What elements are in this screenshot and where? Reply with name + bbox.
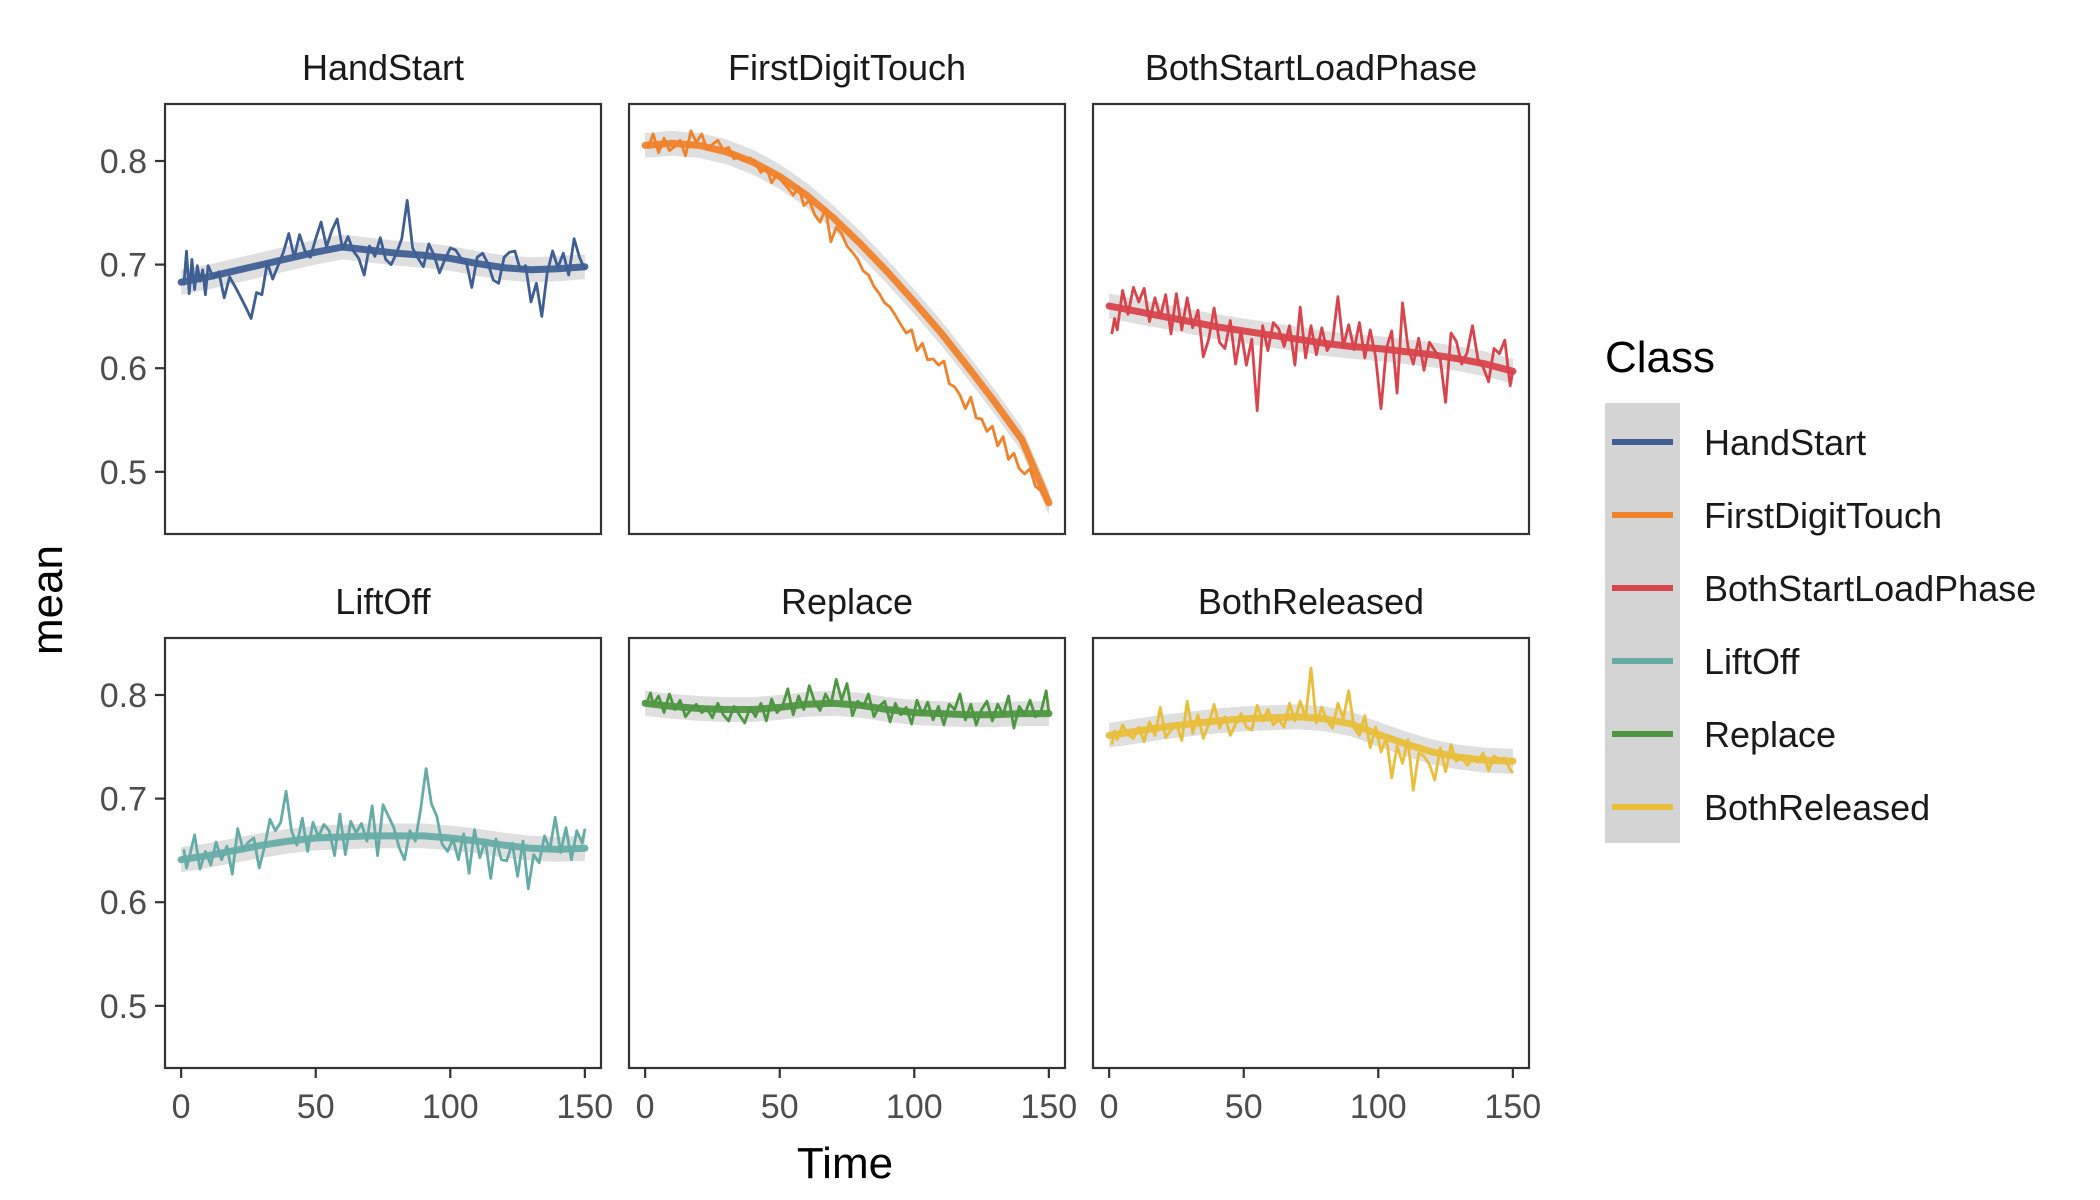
panel-border	[627, 636, 1067, 1070]
legend-label: HandStart	[1704, 422, 1866, 463]
panel-plot-area	[177, 767, 589, 891]
smooth-trend-line	[177, 832, 589, 864]
legend-item-both-start-load-phase: BothStartLoadPhase	[1612, 568, 2036, 609]
legend-items: HandStart FirstDigitTouch BothStartLoadPha…	[1612, 422, 2036, 828]
legend-key-background	[1605, 403, 1680, 843]
confidence-band	[181, 234, 585, 295]
legend-item-hand-start: HandStart	[1612, 422, 1866, 463]
series-line	[646, 129, 1050, 506]
smooth-trend-line	[641, 699, 1053, 719]
legend-label: BothStartLoadPhase	[1704, 568, 2036, 609]
legend-label: BothReleased	[1704, 787, 1930, 828]
x-tick-label: 0	[636, 1088, 655, 1126]
y-axis-title: mean	[23, 545, 72, 655]
x-tick-label: 0	[172, 1088, 191, 1126]
axes: 0.5 0.6 0.7 0.8 0.5 0.6 0.7 0.8 0 50 100 150 0 50 100 1…	[100, 143, 1541, 1126]
x-tick-label: 100	[1350, 1088, 1407, 1126]
facet-both-start-load-phase: BothStartLoadPhase	[1091, 47, 1531, 536]
series-line	[1110, 285, 1515, 413]
smooth-trend-line	[641, 139, 1053, 507]
panel-border	[627, 102, 1067, 536]
panel-plot-area	[1105, 285, 1517, 413]
y-tick-label: 0.5	[100, 454, 147, 492]
facet-title: LiftOff	[335, 581, 431, 622]
legend-title: Class	[1605, 333, 1715, 382]
y-tick-label: 0.5	[100, 988, 147, 1026]
facet-title: BothReleased	[1198, 581, 1424, 622]
y-tick-label: 0.8	[100, 143, 147, 181]
legend-item-lift-off: LiftOff	[1612, 641, 1800, 682]
facet-both-released: BothReleased	[1091, 581, 1531, 1070]
facet-title: BothStartLoadPhase	[1145, 47, 1477, 88]
legend-label: FirstDigitTouch	[1704, 495, 1942, 536]
confidence-band	[181, 823, 585, 873]
panel-plot-area	[641, 678, 1053, 730]
legend-item-replace: Replace	[1612, 714, 1836, 755]
x-tick-label: 150	[556, 1088, 613, 1126]
x-tick-label: 100	[886, 1088, 943, 1126]
facet-title: HandStart	[302, 47, 464, 88]
facet-first-digit-touch: FirstDigitTouch	[627, 47, 1067, 536]
x-tick-label: 150	[1020, 1088, 1077, 1126]
y-tick-label: 0.7	[100, 781, 147, 819]
x-axis-title: Time	[797, 1139, 893, 1188]
x-tick-label: 50	[297, 1088, 335, 1126]
facet-title: FirstDigitTouch	[728, 47, 966, 88]
panel-border	[163, 102, 603, 536]
smooth-trend-line	[177, 243, 589, 286]
x-tick-label: 50	[1225, 1088, 1263, 1126]
y-tick-label: 0.6	[100, 350, 147, 388]
series-line	[646, 678, 1051, 730]
panel-plot-area	[641, 129, 1053, 516]
legend-label: Replace	[1704, 714, 1836, 755]
smooth-trend-line	[1105, 713, 1517, 765]
x-tick-label: 50	[761, 1088, 799, 1126]
facet-lift-off: LiftOff	[163, 581, 603, 1070]
facet-panels: HandStart FirstDigitTouch BothStartLoadPha…	[163, 47, 1531, 1070]
facet-hand-start: HandStart	[163, 47, 603, 536]
panel-border	[1091, 636, 1531, 1070]
x-tick-label: 100	[422, 1088, 479, 1126]
panel-plot-area	[177, 198, 589, 320]
x-tick-label: 150	[1484, 1088, 1541, 1126]
facet-title: Replace	[781, 581, 913, 622]
y-tick-label: 0.8	[100, 677, 147, 715]
panel-plot-area	[1105, 666, 1517, 792]
legend-label: LiftOff	[1704, 641, 1800, 682]
y-tick-label: 0.6	[100, 884, 147, 922]
smooth-trend-line	[1105, 302, 1517, 375]
legend: Class HandStart FirstDigitTouch BothStartL…	[1605, 333, 2036, 843]
legend-item-first-digit-touch: FirstDigitTouch	[1612, 495, 1942, 536]
x-tick-label: 0	[1100, 1088, 1119, 1126]
y-tick-label: 0.7	[100, 247, 147, 285]
facet-replace: Replace	[627, 581, 1067, 1070]
legend-item-both-released: BothReleased	[1612, 787, 1930, 828]
series-line	[182, 767, 587, 891]
